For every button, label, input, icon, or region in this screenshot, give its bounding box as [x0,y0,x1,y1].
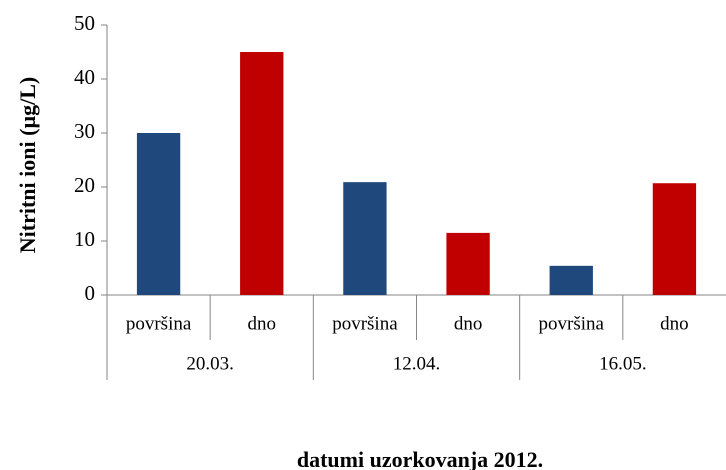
x-axis-title: datumi uzorkovanja 2012. [297,447,543,470]
bar [240,52,284,295]
group-label: 12.04. [393,353,441,374]
bar [549,265,593,295]
x-tick-label: površina [126,313,192,334]
bar [343,182,387,295]
x-tick-label: površina [539,313,605,334]
y-axis-title: Nitritni ioni (µg/L) [15,77,40,253]
y-tick-label: 40 [74,65,95,89]
y-tick-label: 10 [74,227,95,251]
y-tick-label: 50 [74,11,95,35]
x-tick-label: površina [332,313,398,334]
y-tick-label: 0 [85,281,96,305]
y-tick-label: 30 [74,119,95,143]
x-tick-label: dno [454,313,483,334]
group-label: 16.05. [599,353,647,374]
x-tick-label: dno [248,313,277,334]
bar [136,133,181,295]
bar [446,232,490,295]
x-tick-label: dno [660,313,689,334]
bar [652,183,697,295]
group-label: 20.03. [186,353,234,374]
y-tick-label: 20 [74,173,95,197]
